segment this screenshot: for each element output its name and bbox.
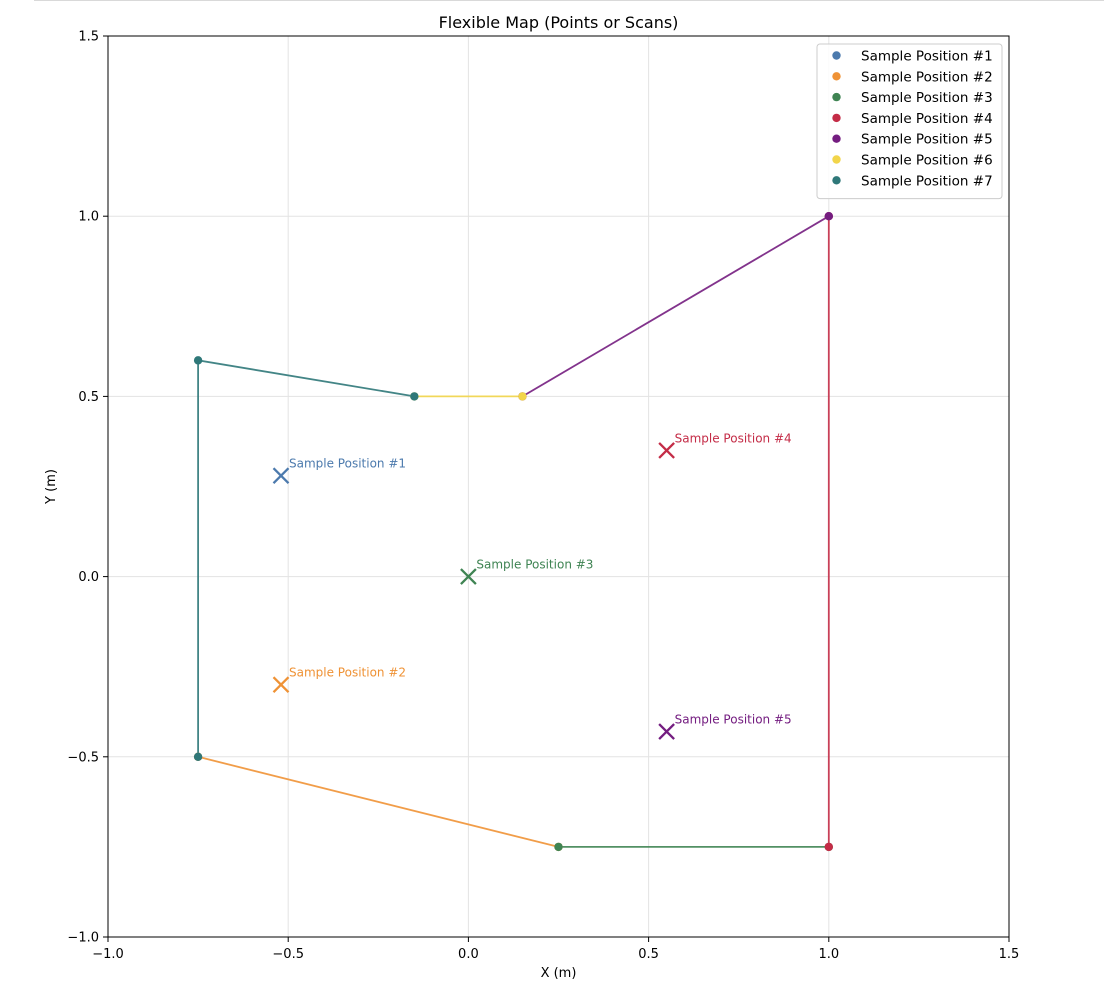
marker-label: Sample Position #3 (476, 558, 593, 572)
series-line (197, 359, 415, 757)
legend-item: Sample Position #6 (832, 153, 993, 169)
x-tick-label: 0.5 (638, 947, 659, 962)
series-point (193, 356, 203, 365)
legend-label: Sample Position #1 (861, 49, 993, 65)
legend-item: Sample Position #5 (832, 132, 993, 148)
sample-marker (272, 676, 290, 694)
series-point (824, 842, 833, 852)
x-tick-label: −1.0 (92, 947, 124, 962)
legend-box (816, 43, 1003, 200)
x-axis-title: X (m) (541, 966, 577, 981)
series-point (193, 752, 203, 761)
marker-cross-stroke (272, 676, 290, 694)
legend-swatch (832, 51, 841, 60)
marker-cross-stroke (658, 442, 675, 459)
y-axis-title: Y (m) (44, 469, 59, 505)
legend-label: Sample Position #6 (861, 153, 993, 169)
series-point (824, 212, 833, 221)
legend-swatch (832, 113, 841, 123)
y-tick-label: 0.0 (78, 570, 99, 585)
y-axis-ticks: −1.0 −0.5 0.0 0.5 1.0 1.5 (67, 30, 108, 946)
marker-label: Sample Position #4 (675, 431, 792, 445)
y-tick-label: 1.5 (78, 30, 99, 45)
marker-cross-stroke (272, 467, 290, 485)
series-point (518, 392, 527, 401)
marker-label: Sample Position #5 (675, 713, 792, 727)
sample-markers: Sample Position #1 Sample Position #2 Samp… (272, 431, 792, 740)
legend-swatch (832, 72, 841, 81)
y-tick-label: 1.0 (78, 210, 99, 225)
sample-marker (272, 467, 290, 485)
legend-label: Sample Position #3 (861, 90, 993, 106)
sample-marker (460, 568, 477, 585)
path-lines (197, 215, 830, 848)
x-tick-label: 1.5 (999, 947, 1020, 962)
x-axis-ticks: −1.0 −0.5 0.0 0.5 1.0 1.5 (92, 937, 1019, 962)
x-tick-label: 1.0 (818, 947, 839, 962)
legend-item: Sample Position #1 (832, 49, 993, 65)
series-line (197, 755, 559, 848)
marker-cross-stroke (658, 723, 675, 740)
legend-item: Sample Position #7 (832, 173, 993, 189)
legend-item: Sample Position #3 (832, 90, 993, 106)
marker-cross-stroke (460, 568, 477, 585)
path-points (193, 212, 833, 852)
marker-label: Sample Position #2 (289, 666, 406, 680)
legend-label: Sample Position #4 (861, 111, 993, 127)
legend-swatch (832, 155, 841, 164)
marker-label: Sample Position #1 (289, 457, 406, 471)
plot-border (107, 35, 1010, 938)
sample-marker (658, 442, 675, 459)
series-point (410, 392, 419, 401)
legend-label: Sample Position #2 (861, 69, 993, 85)
x-tick-label: −0.5 (272, 947, 304, 962)
legend-swatch (832, 176, 841, 185)
top-divider (34, 0, 1104, 1)
x-tick-label: 0.0 (458, 947, 479, 962)
legend-label: Sample Position #7 (861, 173, 993, 189)
y-tick-label: −1.0 (67, 931, 99, 946)
y-tick-label: −0.5 (67, 750, 99, 765)
legend-swatch (832, 134, 841, 143)
chart-title: Flexible Map (Points or Scans) (439, 13, 679, 32)
legend-item: Sample Position #2 (832, 69, 993, 85)
series-point (554, 842, 563, 852)
legend: Sample Position #1 Sample Position #2 Samp… (816, 43, 1003, 200)
legend-swatch (832, 92, 841, 102)
series-line (522, 215, 830, 398)
y-tick-label: 0.5 (78, 390, 99, 405)
legend-label: Sample Position #5 (861, 132, 993, 148)
legend-item: Sample Position #4 (832, 111, 993, 127)
sample-marker (658, 723, 675, 740)
